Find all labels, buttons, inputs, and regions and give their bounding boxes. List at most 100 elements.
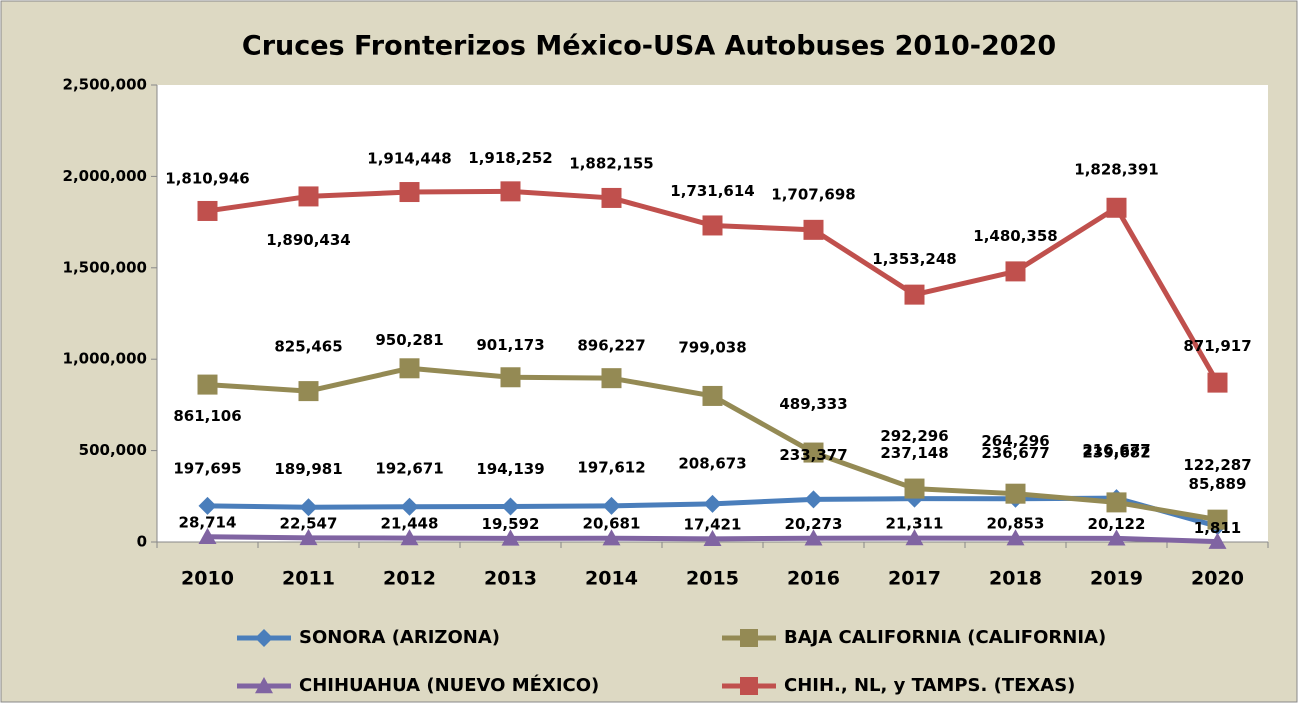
data-label: 21,311 [886,515,944,533]
x-tick-label: 2020 [1191,568,1244,590]
data-label: 216,677 [1082,441,1150,459]
marker [197,374,218,395]
x-tick-label: 2010 [181,568,234,590]
legend-label: SONORA (ARIZONA) [299,627,500,648]
data-label: 1,707,698 [771,185,855,203]
data-label: 208,673 [678,454,746,472]
marker [1006,529,1025,546]
chart-title: Cruces Fronterizos México-USA Autobuses … [242,31,1056,62]
data-label: 197,612 [577,458,645,476]
marker [501,529,520,546]
marker [400,497,419,516]
marker [1005,261,1026,282]
marker [198,527,217,544]
data-label: 189,981 [274,460,342,478]
data-label: 1,918,252 [468,149,552,167]
legend-label: CHIH., NL, y TAMPS. (TEXAS) [784,675,1075,696]
x-tick-label: 2011 [282,568,335,590]
marker [1207,509,1228,530]
y-tick-label: 2,500,000 [63,76,147,94]
marker [905,529,924,546]
data-label: 1,353,248 [872,250,956,268]
data-label: 233,377 [779,446,847,464]
data-label: 85,889 [1189,475,1247,493]
marker [703,529,722,547]
data-label: 237,148 [880,444,948,462]
y-tick-label: 1,500,000 [63,258,147,276]
legend-label: BAJA CALIFORNIA (CALIFORNIA) [784,627,1106,648]
data-label: 264,296 [981,432,1049,450]
marker [904,478,925,499]
marker [299,498,318,517]
marker [1106,197,1127,218]
data-label: 1,810,946 [165,169,249,187]
legend-marker [740,677,758,695]
x-tick-label: 2015 [686,568,739,590]
data-label: 22,547 [280,514,338,532]
marker [197,200,218,221]
data-label: 1,914,448 [367,150,451,168]
data-label: 896,227 [577,337,645,355]
marker [1207,372,1228,393]
marker [904,284,925,305]
data-label: 20,122 [1088,515,1146,533]
x-tick-label: 2017 [888,568,941,590]
plot-area [157,85,1268,542]
x-tick-label: 2012 [383,568,436,590]
marker [703,494,722,513]
marker [1106,492,1127,513]
marker [399,358,420,379]
data-label: 292,296 [880,427,948,445]
data-label: 489,333 [779,395,847,413]
marker [298,381,319,402]
marker [400,529,419,546]
data-label: 122,287 [1183,456,1251,474]
data-label: 950,281 [375,331,443,349]
marker [500,181,521,202]
data-label: 194,139 [476,460,544,478]
data-label: 1,480,358 [973,227,1057,245]
data-label: 1,890,434 [266,231,350,249]
marker [602,529,621,546]
marker [299,528,318,546]
y-tick-label: 0 [137,533,147,551]
data-label: 28,714 [179,513,237,531]
data-label: 197,695 [173,459,241,477]
marker [804,529,823,546]
legend-marker [255,629,273,647]
marker [803,442,824,463]
marker [1107,529,1126,546]
x-tick-label: 2013 [484,568,537,590]
marker [702,385,723,406]
data-label: 21,448 [381,515,439,533]
marker [601,187,622,208]
data-label: 871,917 [1183,337,1251,355]
data-label: 239,682 [1082,444,1150,462]
data-label: 825,465 [274,338,342,356]
marker [501,497,520,516]
marker [298,186,319,207]
y-tick-label: 2,000,000 [63,167,147,185]
data-label: 799,038 [678,338,746,356]
data-label: 1,882,155 [569,154,653,172]
marker [1208,532,1227,549]
marker [803,219,824,240]
data-label: 1,811 [1194,519,1241,537]
marker [804,490,823,509]
x-tick-label: 2018 [989,568,1042,590]
marker [198,496,217,515]
marker [1005,483,1026,504]
marker [602,496,621,515]
legend-marker [740,629,758,647]
marker [601,368,622,389]
data-label: 901,173 [476,336,544,354]
data-label: 17,421 [684,515,742,533]
y-tick-label: 500,000 [79,441,147,459]
y-tick-label: 1,000,000 [63,350,147,368]
x-tick-label: 2016 [787,568,840,590]
data-label: 20,681 [583,515,641,533]
legend-marker [255,677,273,694]
data-label: 19,592 [482,515,540,533]
x-tick-label: 2014 [585,568,638,590]
